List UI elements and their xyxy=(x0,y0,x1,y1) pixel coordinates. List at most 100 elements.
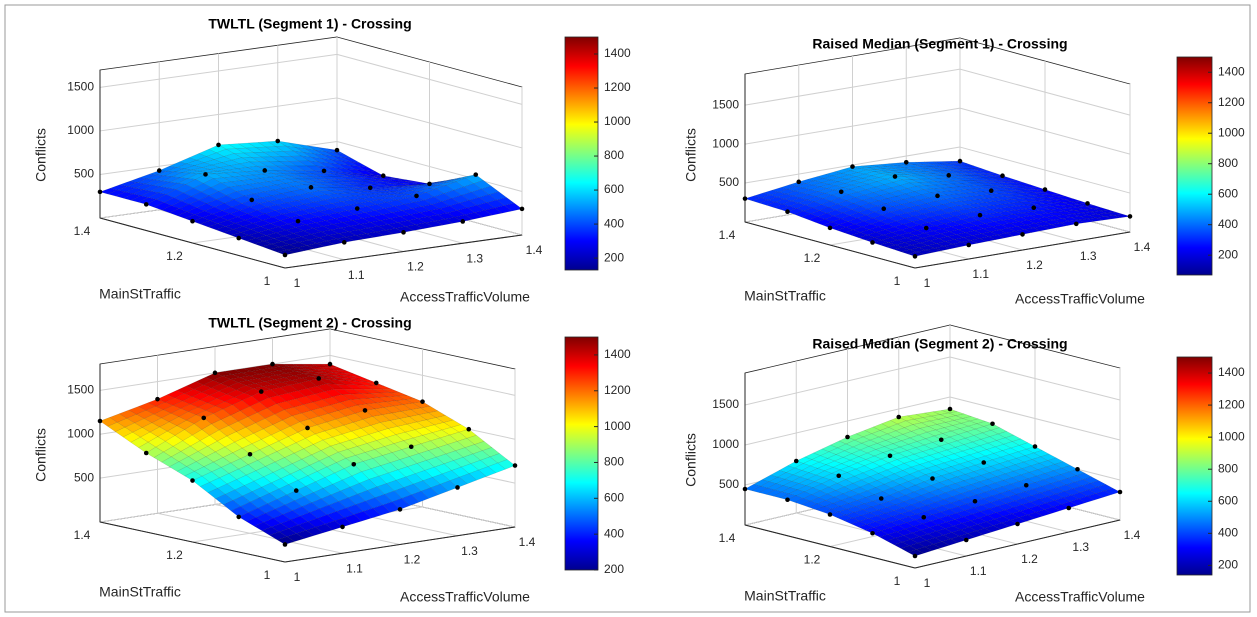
surface-patch xyxy=(959,173,976,176)
surface-patch xyxy=(342,475,360,488)
surface-patch xyxy=(138,197,157,205)
data-point xyxy=(420,399,425,404)
data-point xyxy=(912,553,918,559)
data-point xyxy=(878,496,884,501)
surface-patch xyxy=(963,441,980,449)
surface-patch xyxy=(804,452,821,460)
surface-patch xyxy=(280,519,299,529)
data-point xyxy=(963,537,969,543)
surface-patch xyxy=(907,251,925,257)
surface-patch xyxy=(1005,231,1023,237)
surface-patch xyxy=(252,174,271,179)
surface-patch xyxy=(357,443,376,453)
data-point xyxy=(845,434,850,440)
surface-patch xyxy=(441,427,460,436)
surface-patch xyxy=(214,203,233,211)
surface-patch xyxy=(176,163,195,169)
surface-patch xyxy=(890,209,908,216)
surface-patch xyxy=(422,432,441,442)
surface-patch xyxy=(343,195,362,201)
surface-patch xyxy=(185,179,204,189)
surface-patch xyxy=(979,442,996,450)
surface-patch xyxy=(260,367,279,373)
colorbar-tick-label: 400 xyxy=(604,216,624,230)
surface-patch xyxy=(1016,455,1033,463)
surface-patch xyxy=(405,429,424,439)
surface-patch xyxy=(1064,488,1081,496)
surface-patch xyxy=(937,449,955,457)
surface-patch xyxy=(374,407,393,415)
colorbar-tick-label: 600 xyxy=(604,182,624,196)
surface-patch xyxy=(886,165,903,169)
x-tick-label: 1.1 xyxy=(346,561,363,575)
surface-patch xyxy=(395,226,414,233)
surface-patch xyxy=(472,450,491,461)
surface-patch xyxy=(307,216,326,223)
surface-patch xyxy=(896,456,914,464)
data-point xyxy=(921,514,927,520)
surface-patch xyxy=(208,191,227,200)
surface-patch xyxy=(430,437,449,448)
surface-patch xyxy=(316,240,335,247)
x-axis-label: AccessTrafficVolume xyxy=(1015,291,1145,307)
data-point xyxy=(903,159,909,165)
surface-patch xyxy=(350,187,369,190)
z-tick-label: 1000 xyxy=(712,136,739,150)
surface-patch xyxy=(317,146,335,154)
surface-patch xyxy=(979,236,997,242)
data-point xyxy=(981,460,987,465)
surface-patch xyxy=(782,481,800,488)
surface-patch xyxy=(188,153,207,161)
surface-patch xyxy=(424,424,443,433)
grid-line xyxy=(336,97,523,149)
z-tick-label: 1500 xyxy=(712,397,739,411)
surface-patch xyxy=(1089,480,1107,488)
x-tick-label: 1.4 xyxy=(1134,240,1151,254)
surface-patch xyxy=(392,498,410,510)
surface-patch xyxy=(1031,456,1049,464)
surface-patch xyxy=(138,442,157,454)
surface-patch xyxy=(454,214,474,222)
z-tick-label: 500 xyxy=(719,175,739,189)
data-point xyxy=(1000,173,1005,178)
surface-patch xyxy=(1027,475,1044,483)
z-tick-label: 1000 xyxy=(67,426,94,440)
surface-patch xyxy=(829,224,847,231)
surface-patch xyxy=(326,419,345,429)
surface-patch xyxy=(119,181,138,187)
colorbar-tick-label: 1400 xyxy=(1218,365,1245,379)
grid-line xyxy=(336,140,523,192)
surface-patch xyxy=(765,201,783,208)
surface-patch xyxy=(259,493,278,504)
surface-patch xyxy=(254,213,274,221)
data-point xyxy=(881,206,887,212)
y-axis xyxy=(744,524,916,569)
surface-patch xyxy=(284,500,303,511)
data-point xyxy=(156,168,162,173)
surface-patch xyxy=(332,222,352,229)
surface-patch xyxy=(942,161,959,164)
surface-patch xyxy=(254,381,274,387)
surface-patch xyxy=(257,141,277,148)
data-point xyxy=(887,453,893,459)
surface-patch xyxy=(253,240,273,247)
data-point xyxy=(97,189,103,195)
surface-patch xyxy=(1052,467,1070,475)
grid-line xyxy=(744,356,951,406)
surface-patch xyxy=(954,480,972,488)
surface-patch xyxy=(287,368,306,372)
surface-patch xyxy=(1002,187,1019,191)
surface-patch xyxy=(340,486,358,498)
surface-patch xyxy=(308,237,328,244)
surface-patch xyxy=(391,210,411,217)
surface-patch xyxy=(372,504,391,516)
surface-patch xyxy=(852,165,869,169)
surface-patch xyxy=(206,199,225,208)
surface-patch xyxy=(306,243,325,249)
data-point xyxy=(988,188,994,194)
x-tick-label: 1.3 xyxy=(1080,249,1097,263)
grid-line xyxy=(949,356,1121,401)
colorbar-tick-label: 200 xyxy=(604,562,624,576)
surface-patch xyxy=(973,432,990,440)
y-tick-label: 1.2 xyxy=(166,249,183,263)
